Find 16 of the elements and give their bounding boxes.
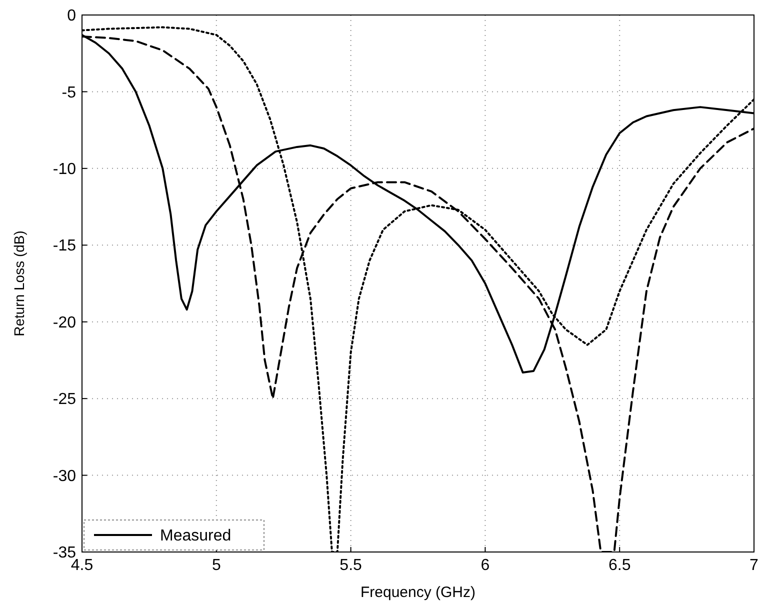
x-tick-label: 6.5: [608, 557, 631, 574]
x-tick-label: 4.5: [70, 557, 94, 574]
y-tick-label: -25: [52, 391, 76, 408]
x-tick-label: 5: [212, 557, 221, 574]
y-tick-label: 0: [67, 8, 76, 25]
x-tick-label: 5.5: [340, 557, 362, 574]
y-tick-label: -10: [52, 161, 76, 178]
y-tick-label: -30: [52, 468, 76, 485]
x-tick-label: 6: [480, 557, 490, 574]
legend-label: Measured: [160, 528, 232, 545]
y-axis-title: Return Loss (dB): [11, 230, 27, 336]
y-tick-label: -20: [52, 314, 76, 332]
x-tick-label: 7: [750, 557, 759, 574]
x-axis-title: Frequency (GHz): [360, 584, 476, 601]
y-tick-label: -5: [62, 84, 76, 102]
y-tick-label: -15: [52, 238, 76, 255]
